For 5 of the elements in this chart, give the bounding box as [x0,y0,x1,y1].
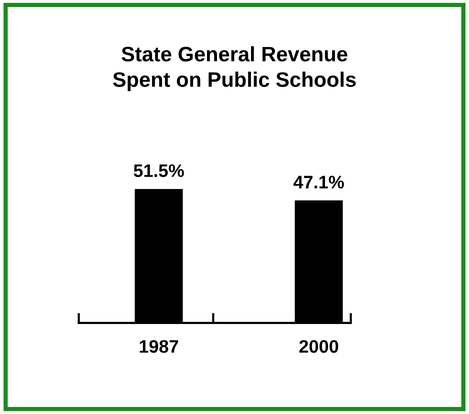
data-label: 47.1% [293,176,344,188]
x-tick-label: 2000 [299,340,338,353]
data-label: 51.5% [134,164,184,178]
x-tick-label: 1987 [140,340,178,353]
chart-title: State General Revenue Spent on Public Schools [112,46,356,92]
